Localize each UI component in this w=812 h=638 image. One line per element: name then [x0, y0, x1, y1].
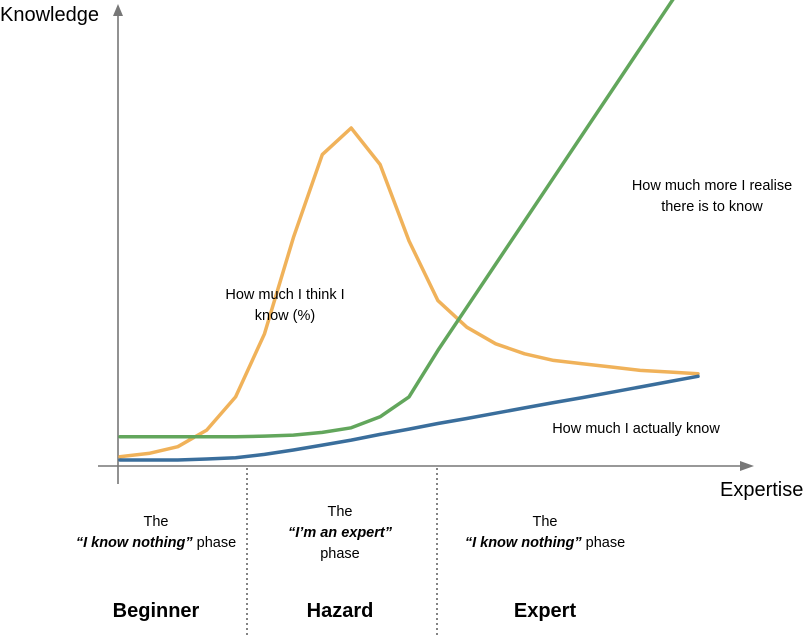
think-curve-label-line: How much I think I [225, 287, 344, 303]
axes: Knowledge Expertise [0, 4, 803, 501]
think-curve-label-line: know (%) [255, 308, 315, 324]
y-axis-arrowhead [113, 4, 123, 16]
actual-curve-label: How much I actually know [552, 421, 720, 437]
actual-curve-label-line: How much I actually know [552, 421, 720, 437]
phase-dividers [246, 468, 438, 638]
phase-text-segment: The [328, 504, 353, 520]
think-curve-label: How much I think I know (%) [225, 287, 344, 324]
phase-beginner: The “I know nothing” phase Beginner [76, 514, 236, 622]
realise-curve-label-line: How much more I realise [632, 178, 792, 194]
phase-text-segment: phase [320, 546, 360, 562]
phase-hazard-description: The “I’m an expert” phase [288, 504, 393, 562]
phase-expert-description: The “I know nothing” phase [465, 514, 625, 551]
phase-expert-name: Expert [514, 600, 577, 622]
phase-quote: “I know nothing” [465, 535, 583, 551]
phase-quote: “I’m an expert” [288, 525, 393, 541]
curves [118, 0, 700, 462]
realise-curve-label-line: there is to know [661, 199, 763, 215]
x-axis-title: Expertise [720, 479, 803, 501]
phase-quote: “I know nothing” [76, 535, 194, 551]
curve-labels: How much I think I know (%) How much more … [225, 178, 792, 437]
think-curve [118, 126, 700, 459]
phase-text-segment: The [533, 514, 558, 530]
y-axis-title: Knowledge [0, 4, 99, 26]
realise-curve [118, 0, 675, 439]
phase-expert: The “I know nothing” phase Expert [465, 514, 625, 622]
realise-curve-label: How much more I realise there is to know [632, 178, 792, 215]
phase-captions: The “I know nothing” phase Beginner The “I’m… [76, 504, 625, 622]
phase-hazard: The “I’m an expert” phase Hazard [288, 504, 393, 622]
phase-beginner-description: The “I know nothing” phase [76, 514, 236, 551]
x-axis-arrowhead [740, 461, 754, 471]
actual-curve [118, 374, 700, 462]
phase-beginner-name: Beginner [113, 600, 200, 622]
phase-text-segment: The [144, 514, 169, 530]
phase-text-segment: phase [582, 535, 626, 551]
phase-text-segment: phase [193, 535, 237, 551]
phase-hazard-name: Hazard [307, 600, 374, 622]
